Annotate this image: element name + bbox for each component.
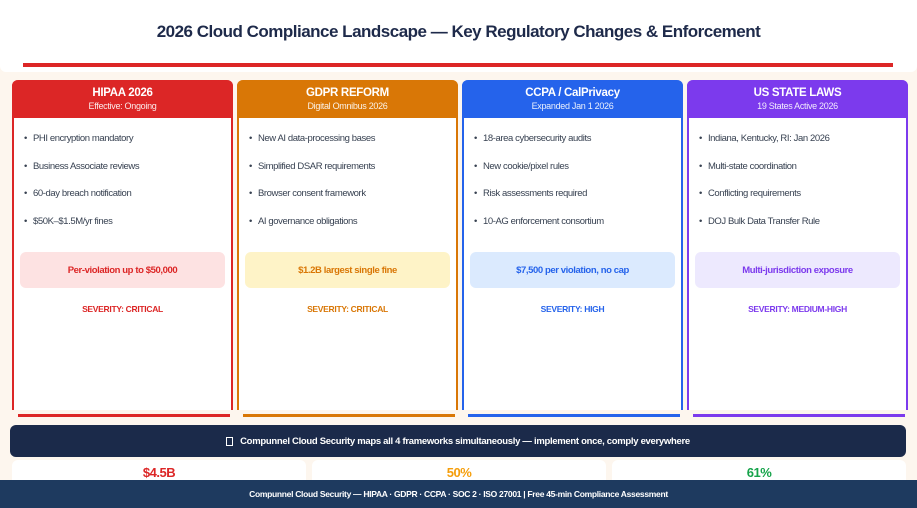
list-item: Browser consent framework (249, 188, 375, 216)
severity-label: SEVERITY: CRITICAL (82, 304, 163, 314)
card-subtitle: 19 States Active 2026 (757, 101, 838, 111)
card-accent-bar (693, 414, 905, 417)
list-item: AI governance obligations (249, 216, 375, 244)
list-item: 18-area cybersecurity audits (474, 133, 604, 161)
list-item: PHI encryption mandatory (24, 133, 139, 161)
card-subtitle: Digital Omnibus 2026 (307, 101, 388, 111)
requirements-list: PHI encryption mandatory Business Associ… (24, 133, 140, 244)
list-item: Simplified DSAR requirements (249, 161, 376, 189)
card-header: US STATE LAWS 19 States Active 2026 (687, 80, 908, 118)
card-ccpa: CCPA / CalPrivacy Expanded Jan 1 2026 18… (462, 80, 683, 417)
footer-text: Compunnel Cloud Security — HIPAA · GDPR … (249, 489, 668, 499)
list-item: New cookie/pixel rules (474, 161, 604, 189)
stat-value: 50% (446, 465, 472, 480)
framework-cards: HIPAA 2026 Effective: Ongoing PHI encryp… (12, 80, 908, 418)
list-item: Business Associate reviews (24, 161, 140, 189)
card-accent-bar (468, 414, 680, 417)
severity-label: SEVERITY: MEDIUM-HIGH (748, 304, 847, 314)
fine-callout: $1.2B largest single fine (245, 252, 450, 288)
card-header: GDPR REFORM Digital Omnibus 2026 (237, 80, 458, 118)
severity-label: SEVERITY: CRITICAL (307, 304, 388, 314)
list-item: $50K–$1.5M/yr fines (24, 216, 139, 244)
card-gdpr: GDPR REFORM Digital Omnibus 2026 New AI … (237, 80, 458, 417)
card-title: CCPA / CalPrivacy (525, 87, 620, 99)
stat-value: 61% (746, 465, 772, 480)
list-item: Conflicting requirements (699, 188, 830, 216)
fine-callout: Multi-jurisdiction exposure (695, 252, 900, 288)
fine-callout: Per-violation up to $50,000 (20, 252, 225, 288)
stat-value: $4.5B (142, 465, 176, 480)
page-title: 2026 Cloud Compliance Landscape — Key Re… (156, 22, 761, 41)
header: 2026 Cloud Compliance Landscape — Key Re… (0, 0, 917, 72)
card-title: HIPAA 2026 (92, 87, 153, 99)
title-divider (23, 63, 893, 67)
card-header: HIPAA 2026 Effective: Ongoing (12, 80, 233, 118)
card-accent-bar (18, 414, 230, 417)
card-title: GDPR REFORM (306, 87, 389, 99)
list-item: New AI data-processing bases (249, 133, 376, 161)
solution-banner: Compunnel Cloud Security maps all 4 fram… (10, 425, 906, 457)
banner-text: Compunnel Cloud Security maps all 4 fram… (240, 435, 690, 447)
card-us-state-laws: US STATE LAWS 19 States Active 2026 Indi… (687, 80, 908, 417)
card-header: CCPA / CalPrivacy Expanded Jan 1 2026 (462, 80, 683, 118)
list-item: DOJ Bulk Data Transfer Rule (699, 216, 830, 244)
stats-row: $4.5B 50% 61% (12, 460, 906, 490)
shield-icon (226, 436, 234, 446)
requirements-list: New AI data-processing bases Simplified … (249, 133, 376, 244)
card-subtitle: Effective: Ongoing (88, 101, 157, 111)
card-title: US STATE LAWS (753, 87, 842, 99)
requirements-list: 18-area cybersecurity audits New cookie/… (474, 133, 604, 243)
card-subtitle: Expanded Jan 1 2026 (531, 101, 614, 111)
card-hipaa: HIPAA 2026 Effective: Ongoing PHI encryp… (12, 80, 233, 417)
list-item: Multi-state coordination (699, 161, 830, 189)
list-item: 60-day breach notification (24, 188, 139, 216)
list-item: Indiana, Kentucky, RI: Jan 2026 (699, 133, 830, 161)
list-item: Risk assessments required (474, 188, 604, 216)
severity-label: SEVERITY: HIGH (540, 304, 605, 314)
fine-callout: $7,500 per violation, no cap (470, 252, 675, 288)
list-item: 10-AG enforcement consortium (474, 216, 604, 244)
card-accent-bar (243, 414, 455, 417)
requirements-list: Indiana, Kentucky, RI: Jan 2026 Multi-st… (699, 133, 830, 243)
footer: Compunnel Cloud Security — HIPAA · GDPR … (0, 480, 917, 508)
